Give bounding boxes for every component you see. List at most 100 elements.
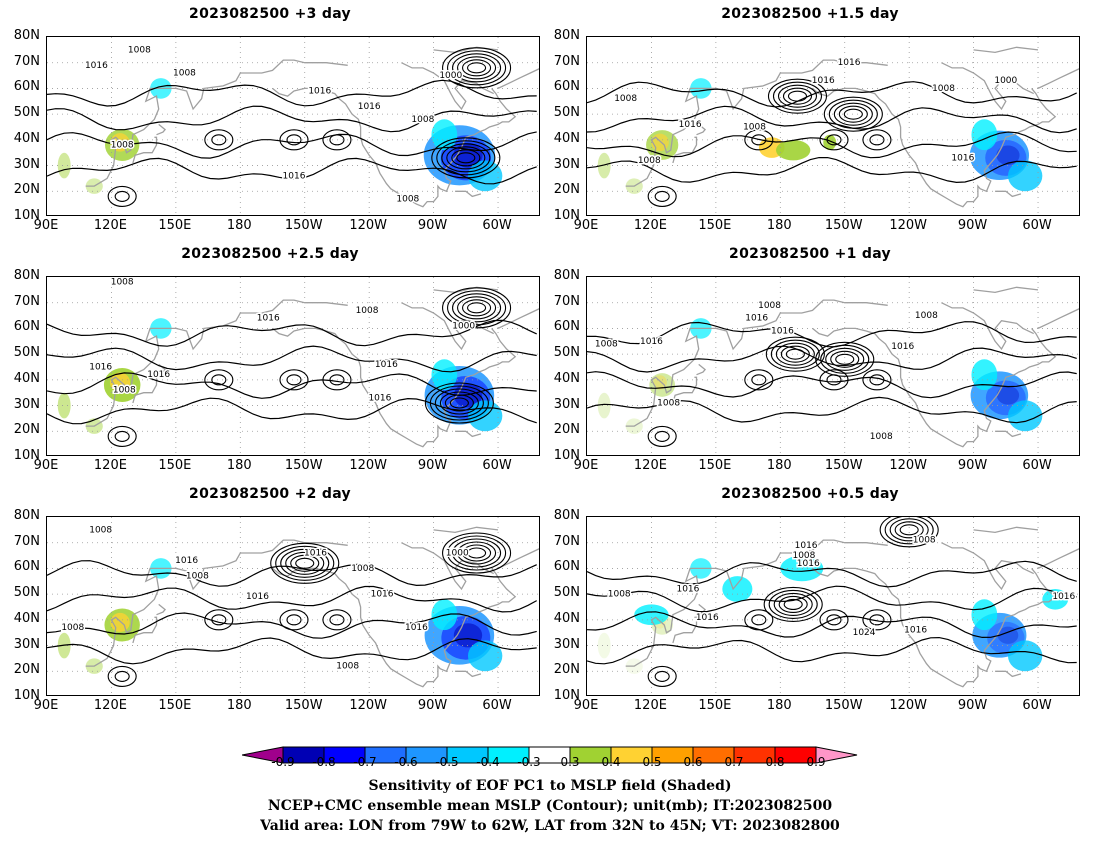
pressure-ring <box>884 517 934 545</box>
pressure-ring <box>654 670 670 682</box>
contour-label: 1016 <box>679 120 702 130</box>
x-tick-label: 150W <box>824 218 863 233</box>
pressure-ring <box>862 129 892 151</box>
x-tick-label: 180 <box>226 698 252 713</box>
isobar <box>587 81 1077 108</box>
x-tick-label: 120E <box>93 458 127 473</box>
contour-label: 1016 <box>771 327 794 337</box>
pressure-ring <box>869 614 885 626</box>
pressure-ring <box>783 598 803 610</box>
grid-lines <box>47 517 539 695</box>
isobar <box>47 345 537 373</box>
contour-label: 1008 <box>870 432 893 442</box>
contour-label: 1016 <box>89 363 112 373</box>
coastline <box>812 327 1057 448</box>
x-tick-label: 150E <box>698 698 732 713</box>
pressure-ring <box>451 149 481 167</box>
pressure-ring <box>286 134 302 146</box>
contour-label: 1016 <box>147 370 170 380</box>
pressure-ring <box>819 609 849 631</box>
pressure-ring <box>452 293 502 323</box>
contour-label: 1008 <box>351 564 374 574</box>
grid-lines <box>587 37 1079 215</box>
shading-patch <box>997 626 1019 644</box>
x-tick-label: 120E <box>93 218 127 233</box>
colorbar-tick-label: -0.7 <box>353 755 377 769</box>
pressure-ring <box>270 542 340 584</box>
y-tick-label: 80N <box>13 268 40 283</box>
contour-label: 1000 <box>994 76 1017 86</box>
y-tick-label: 10N <box>13 448 40 463</box>
pressure-ring <box>442 287 512 329</box>
mslp-contours <box>47 532 537 687</box>
pressure-ring <box>295 557 315 569</box>
x-tick-label: 90E <box>573 218 599 233</box>
map-panel-1: 2023082500 +3 day 1008 1016 1008 1008 1016 10… <box>0 6 540 246</box>
x-tick-label: 150E <box>698 458 732 473</box>
pressure-ring <box>457 541 497 565</box>
coastline <box>941 62 1034 111</box>
y-tick-label: 80N <box>553 268 580 283</box>
coastline <box>812 567 1057 688</box>
contour-labels: 1008 1016 1008 1008 1016 1016 1008 1000 1016 1008 <box>83 44 464 206</box>
contour-label: 1008 <box>638 156 661 166</box>
contour-label: 1016 <box>904 626 927 636</box>
coastline <box>272 567 517 688</box>
pressure-ring <box>456 152 476 164</box>
coastline <box>995 430 1022 438</box>
contour-label: 1016 <box>696 613 719 623</box>
x-tick-label: 90E <box>33 218 59 233</box>
pressure-ring <box>819 129 849 151</box>
contour-label: 1016 <box>795 541 818 551</box>
y-tick-label: 40N <box>553 130 580 146</box>
pressure-ring <box>833 102 873 126</box>
pressure-ring <box>290 554 320 572</box>
pressure-ring <box>770 339 820 369</box>
pressure-ring <box>279 129 309 151</box>
contour-label: 1000 <box>439 71 462 81</box>
pressure-ring <box>835 353 855 365</box>
contour-label: 1016 <box>246 592 269 602</box>
map-plot: 1008 1016 1008 1000 1016 1008 1016 1016 1016 <box>46 276 540 456</box>
colorbar-tick-label: -0.9 <box>271 755 295 769</box>
contour-label: 1016 <box>405 623 428 633</box>
x-tick-label: 60W <box>482 458 512 473</box>
sensitivity-shading <box>57 78 503 194</box>
y-tick-label: 70N <box>13 533 40 549</box>
pressure-ring <box>322 129 352 151</box>
pressure-ring <box>436 140 496 176</box>
contour-label: 1008 <box>89 525 112 535</box>
isobar <box>587 396 1077 424</box>
y-tick-label: 60N <box>553 79 580 95</box>
pressure-ring <box>211 134 227 146</box>
pressure-ring <box>899 524 919 536</box>
contour-label: 1016 <box>257 314 280 324</box>
colorbar-tick-label: 0.6 <box>683 755 703 769</box>
grid-lines <box>587 517 1079 695</box>
pressure-ring <box>820 344 870 374</box>
pressure-ring <box>457 296 497 320</box>
contour-label: 1000 <box>452 321 475 331</box>
contour-label: 1008 <box>595 339 618 349</box>
coastlines <box>85 46 539 208</box>
contour-label: 1008 <box>173 69 196 79</box>
pressure-ring <box>286 614 302 626</box>
panel-title: 2023082500 +2 day <box>189 486 351 502</box>
y-tick-label: 20N <box>553 662 580 678</box>
contour-label: 1008 <box>356 306 379 316</box>
x-tick-label: 150W <box>284 218 323 233</box>
contour-label: 1016 <box>175 556 198 566</box>
map-plot: 1008 1016 1008 1008 1016 1016 1008 1000 1016 1008 <box>46 36 540 216</box>
coastline <box>696 603 707 616</box>
shading-patch <box>971 599 998 631</box>
pressure-ring <box>826 374 842 386</box>
colorbar-tick-label: 0.4 <box>601 755 621 769</box>
y-tick-label: 80N <box>553 28 580 43</box>
pressure-ring <box>447 50 507 86</box>
map-panel-4: 2023082500 +1 day 1008 1016 1016 1016 1008 10… <box>540 246 1080 486</box>
shading-patch <box>996 385 1020 405</box>
x-tick-label: 180 <box>226 458 252 473</box>
pressure-ring <box>825 347 865 371</box>
panel-title: 2023082500 +0.5 day <box>721 486 899 502</box>
